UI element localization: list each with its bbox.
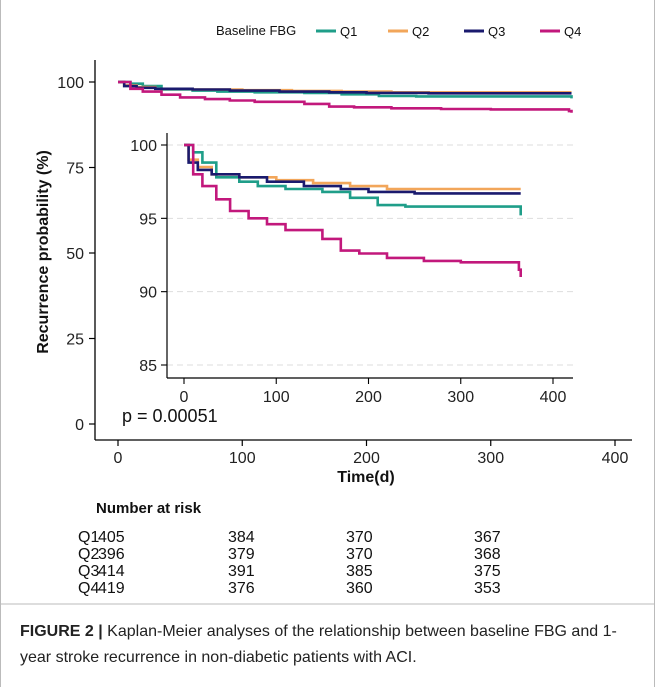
risk-cell: 376 (228, 580, 255, 597)
risk-cell: 360 (346, 580, 373, 597)
y-tick-label: 50 (66, 246, 84, 263)
main-curve-q4 (118, 80, 573, 113)
risk-cell: 367 (474, 529, 501, 546)
legend-title: Baseline FBG (216, 23, 296, 38)
risk-cell: 384 (228, 529, 255, 546)
risk-cell: 414 (98, 563, 125, 580)
inset-y-tick-label: 90 (139, 285, 157, 302)
risk-cell: 375 (474, 563, 501, 580)
x-tick-label: 100 (229, 450, 256, 467)
risk-row-label: Q4 (78, 580, 100, 597)
x-tick-label: 0 (114, 450, 123, 467)
inset-y-tick-label: 95 (139, 211, 157, 228)
risk-cell: 370 (346, 546, 373, 563)
legend-label-q3: Q3 (488, 24, 505, 39)
inset-curve-q3 (184, 143, 521, 195)
y-tick-label: 100 (57, 75, 84, 92)
risk-cell: 385 (346, 563, 373, 580)
risk-table-title: Number at risk (96, 500, 202, 517)
risk-cell: 379 (228, 546, 255, 563)
risk-cell: 396 (98, 546, 125, 563)
x-axis-title: Time(d) (337, 469, 394, 486)
km-chart: 0 25 50 75 100 0 100 200 300 400 Time(d) Recurrence… (35, 23, 632, 486)
inset-x-tick-label: 300 (447, 389, 474, 406)
figure-caption: FIGURE 2 | Kaplan-Meier analyses of the … (20, 619, 640, 671)
inset-x-tick-label: 400 (540, 389, 567, 406)
p-value-label: p = 0.00051 (122, 406, 218, 426)
x-tick-label: 300 (477, 450, 504, 467)
main-curve-q3 (118, 80, 572, 95)
inset-curve-q2 (184, 143, 521, 191)
y-tick-label: 75 (66, 161, 84, 178)
risk-cell: 405 (98, 529, 125, 546)
inset-background (167, 133, 573, 378)
inset-y-tick-label: 100 (130, 138, 157, 155)
inset-curve-q1 (184, 143, 522, 216)
risk-cell: 370 (346, 529, 373, 546)
x-tick-label: 400 (602, 450, 629, 467)
main-curve-q1 (118, 80, 573, 99)
risk-cell: 368 (474, 546, 501, 563)
risk-row-label: Q1 (78, 529, 100, 546)
legend-label-q2: Q2 (412, 24, 429, 39)
inset-x-tick-label: 100 (263, 389, 290, 406)
legend-label-q1: Q1 (340, 24, 357, 39)
risk-row-label: Q2 (78, 546, 100, 563)
caption-text: Kaplan-Meier analyses of the relationshi… (20, 623, 617, 666)
risk-cell: 391 (228, 563, 255, 580)
caption-label: FIGURE 2 | (20, 623, 103, 640)
risk-cell: 419 (98, 580, 125, 597)
risk-cell: 353 (474, 580, 501, 597)
risk-row-label: Q3 (78, 563, 100, 580)
y-tick-label: 25 (66, 332, 84, 349)
y-axis-title: Recurrence probability (%) (35, 150, 52, 354)
x-tick-label: 200 (353, 450, 380, 467)
inset-y-tick-label: 85 (139, 358, 157, 375)
y-tick-label: 0 (75, 417, 84, 434)
inset-x-tick-label: 200 (355, 389, 382, 406)
inset-x-tick-label: 0 (180, 389, 189, 406)
legend-label-q4: Q4 (564, 24, 581, 39)
inset-curve-q4 (184, 143, 522, 277)
